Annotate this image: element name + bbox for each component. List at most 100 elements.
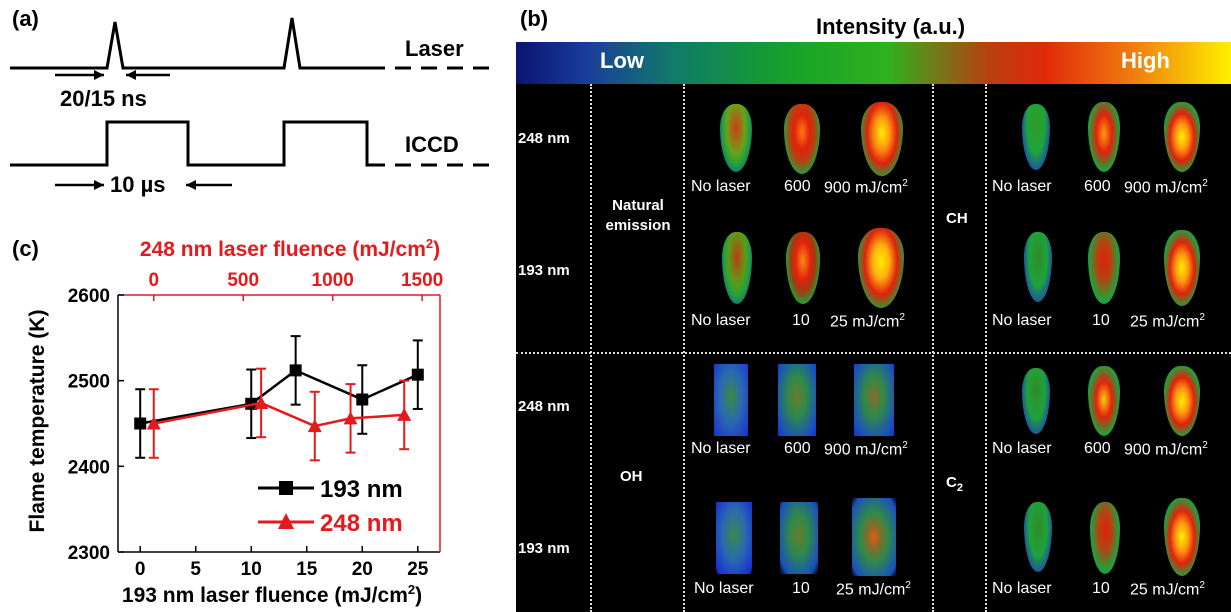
image-caption: 900 mJ/cm2 [1124, 440, 1208, 459]
x-tick-label: 20 [352, 559, 373, 580]
timing-diagram [10, 17, 495, 190]
flame-image [1164, 230, 1200, 306]
image-caption: 600 [1084, 440, 1111, 457]
data-point [343, 411, 358, 425]
flame-image [786, 232, 820, 304]
flame-image [861, 102, 903, 176]
image-caption: No laser [992, 440, 1052, 457]
y-tick-label: 2500 [68, 372, 110, 393]
image-caption: 25 mJ/cm2 [830, 312, 905, 331]
data-point [254, 395, 269, 409]
flame-image [1024, 232, 1052, 302]
y-tick-label: 2600 [68, 286, 110, 307]
x-axis-label: 193 nm laser fluence (mJ/cm2) [122, 582, 422, 607]
panel-label-a: (a) [12, 6, 39, 31]
oh-image [780, 502, 818, 574]
oh-image [716, 502, 752, 574]
x-tick-label: 10 [241, 559, 262, 580]
flame-image [1164, 498, 1200, 576]
data-point [356, 393, 369, 406]
flame-image [1090, 502, 1120, 574]
x2-tick-label: 1500 [401, 270, 443, 291]
image-caption: 25 mJ/cm2 [836, 580, 911, 599]
species-oh: OH [620, 468, 643, 485]
x-tick-label: 5 [190, 559, 201, 580]
image-caption: No laser [691, 312, 751, 329]
x2-axis-label: 248 nm laser fluence (mJ/cm2) [140, 236, 440, 261]
laser-trace [10, 17, 385, 70]
legend-marker [278, 513, 294, 529]
image-caption: 600 [784, 440, 811, 457]
image-caption: 900 mJ/cm2 [1124, 178, 1208, 197]
x-tick-label: 25 [407, 559, 429, 580]
colorbar-high-label: High [1121, 48, 1170, 73]
arrow-left-icon [186, 180, 196, 190]
image-caption: 10 [792, 312, 810, 329]
arrow-left-icon [126, 70, 136, 80]
image-caption: 10 [1092, 312, 1110, 329]
image-caption: 25 mJ/cm2 [1130, 312, 1205, 331]
laser-label: Laser [405, 36, 464, 61]
x2-tick-label: 1000 [312, 270, 354, 291]
pulse-width-label: 20/15 ns [60, 86, 147, 111]
panel-label-b: (b) [520, 6, 549, 31]
image-caption: No laser [992, 312, 1052, 329]
legend-label: 193 nm [320, 476, 403, 503]
panel-label-c: (c) [12, 236, 39, 261]
row-label-248-bottom: 248 nm [518, 398, 570, 415]
oh-image [854, 364, 894, 436]
iccd-trace [10, 120, 385, 167]
flame-image [720, 104, 752, 172]
row-label-193-top: 193 nm [518, 262, 570, 279]
intensity-title: Intensity (a.u.) [816, 14, 966, 39]
x-tick-label: 0 [135, 559, 146, 580]
flame-image [784, 104, 820, 174]
data-point [307, 419, 322, 433]
y-tick-label: 2400 [68, 457, 110, 478]
image-caption: No laser [992, 178, 1052, 195]
flame-image [1088, 232, 1120, 304]
flame-image [722, 232, 752, 304]
arrow-right-icon [94, 70, 104, 80]
image-caption: No laser [691, 178, 751, 195]
x2-tick-label: 500 [227, 270, 259, 291]
image-caption: 900 mJ/cm2 [824, 440, 908, 459]
oh-image [714, 364, 748, 436]
species-c2: C2 [946, 474, 963, 494]
intensity-colorbar [516, 42, 1231, 84]
image-caption: 600 [784, 178, 811, 195]
image-caption: 10 [1092, 580, 1110, 597]
image-caption: 600 [1084, 178, 1111, 195]
image-caption: 10 [792, 580, 810, 597]
oh-image [778, 364, 816, 436]
gate-width-label: 10 µs [110, 172, 166, 197]
flame-image [1088, 102, 1120, 172]
data-point [397, 407, 412, 421]
x2-tick-label: 0 [148, 270, 159, 291]
legend-label: 248 nm [320, 510, 403, 537]
row-label-193-bottom: 193 nm [518, 540, 570, 557]
oh-image [852, 498, 896, 576]
data-point [146, 416, 161, 430]
data-point [134, 417, 147, 430]
image-caption: 25 mJ/cm2 [1130, 580, 1205, 599]
image-caption: 900 mJ/cm2 [824, 178, 908, 197]
colorbar-low-label: Low [600, 48, 644, 73]
flame-image [1088, 366, 1120, 436]
data-point [411, 368, 424, 381]
legend-marker [279, 481, 293, 495]
flame-image [1164, 102, 1200, 172]
flame-image [1164, 366, 1200, 436]
y-tick-label: 2300 [68, 543, 110, 564]
flame-image-grid: 248 nm 193 nm 248 nm 193 nm Natural emiss… [516, 84, 1231, 612]
arrow-right-icon [94, 180, 104, 190]
temperature-chart: 0 5 10 15 20 25 0 500 1000 1500 2300 2400 2500 2600 19… [26, 236, 443, 607]
data-point [289, 364, 302, 377]
species-natural-emission: Natural emission [605, 197, 671, 234]
row-label-248-top: 248 nm [518, 130, 570, 147]
image-caption: No laser [992, 580, 1052, 597]
flame-image [1022, 368, 1050, 434]
species-ch: CH [946, 210, 968, 227]
y-axis-label: Flame temperature (K) [26, 310, 49, 533]
flame-image [1024, 502, 1052, 572]
